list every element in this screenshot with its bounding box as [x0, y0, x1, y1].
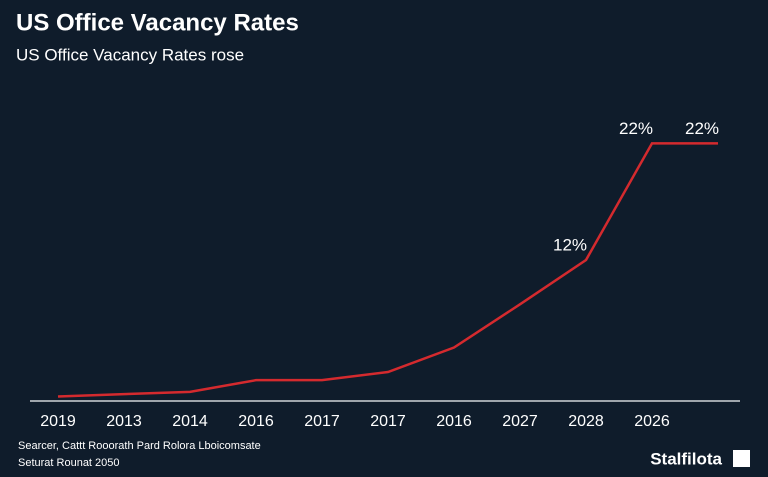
x-tick-label: 2013: [106, 413, 142, 430]
x-tick-label: 2017: [370, 413, 406, 430]
chart-subtitle: US Office Vacancy Rates rose: [16, 45, 244, 64]
source-line: Seturat Rounat 2050: [18, 457, 120, 469]
x-tick-label: 2028: [568, 413, 604, 430]
value-label: 22%: [685, 119, 719, 138]
source-line: Searcer, Cattt Rooorath Pard Rolora Lboi…: [18, 440, 261, 452]
x-tick-label: 2026: [634, 413, 670, 430]
logo: Stalfilota: [650, 449, 722, 468]
data-line: [57, 142, 718, 398]
x-tick-label: 2017: [304, 413, 340, 430]
x-tick-label: 2016: [436, 413, 472, 430]
x-tick-label: 2019: [40, 413, 76, 430]
logo-icon: [733, 450, 750, 467]
value-label: 22%: [619, 119, 653, 138]
value-label: 12%: [553, 235, 587, 254]
x-tick-label: 2014: [172, 413, 208, 430]
x-tick-label: 2016: [238, 413, 274, 430]
chart-title: US Office Vacancy Rates: [16, 9, 299, 36]
x-tick-label: 2027: [502, 413, 538, 430]
